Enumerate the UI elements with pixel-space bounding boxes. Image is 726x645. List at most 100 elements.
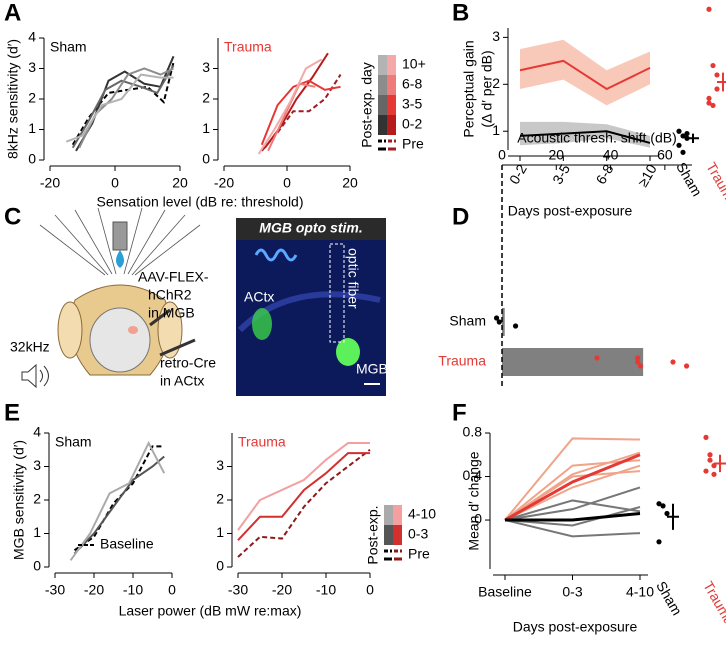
data-point bbox=[676, 128, 682, 134]
x-tick-label: 0-3 bbox=[562, 584, 582, 600]
y-tick-label: 2 bbox=[202, 90, 210, 106]
cre-label: in ACtx bbox=[160, 373, 204, 389]
data-point bbox=[635, 355, 641, 361]
data-point bbox=[707, 457, 713, 463]
actx-fluorescence bbox=[252, 308, 272, 340]
series-line bbox=[71, 64, 175, 149]
legend-swatch bbox=[387, 95, 396, 115]
legend-swatch bbox=[387, 55, 396, 75]
legend-swatch bbox=[393, 505, 402, 525]
legend-label: 0-3 bbox=[408, 526, 428, 542]
series-line bbox=[504, 499, 641, 522]
panel-label: F bbox=[452, 399, 467, 426]
series-line bbox=[237, 452, 370, 541]
brain bbox=[89, 307, 151, 373]
fiber-label: optic fiber bbox=[345, 248, 361, 309]
mean-error bbox=[714, 454, 726, 473]
y-axis-label: Perceptual gain bbox=[461, 40, 477, 137]
legend-swatch bbox=[378, 95, 387, 115]
cre-label: retro-Cre bbox=[160, 355, 216, 371]
light-wave bbox=[254, 248, 298, 262]
y-tick-label: 2 bbox=[33, 491, 41, 507]
y-tick-label: 3 bbox=[33, 457, 41, 473]
series-line bbox=[237, 448, 371, 558]
image-title: MGB opto stim. bbox=[259, 220, 362, 236]
data-point bbox=[703, 468, 709, 474]
y-tick-label: 0 bbox=[474, 511, 482, 527]
data-point bbox=[637, 363, 644, 369]
panel-label: A bbox=[4, 0, 21, 26]
legend-label: 4-10 bbox=[408, 506, 436, 522]
group-label: Sham bbox=[653, 578, 685, 618]
series-line bbox=[519, 59, 651, 91]
legend-label: 10+ bbox=[402, 56, 426, 72]
data-point bbox=[714, 72, 720, 78]
x-axis-label: Sensation level (dB re: threshold) bbox=[97, 194, 304, 210]
error-band bbox=[520, 39, 650, 106]
y-tick-label: 4 bbox=[33, 424, 41, 440]
panel-label: E bbox=[4, 399, 20, 426]
data-point bbox=[635, 359, 641, 365]
x-tick-label: 0 bbox=[111, 175, 119, 191]
y-tick-label: 3 bbox=[492, 28, 500, 44]
y-tick-label: 0 bbox=[202, 151, 210, 167]
series-line bbox=[504, 459, 641, 521]
image-header bbox=[236, 218, 386, 240]
legend-swatch bbox=[384, 505, 393, 525]
x-tick-label: 20 bbox=[172, 175, 188, 191]
x-tick-label: 40 bbox=[603, 147, 619, 163]
data-point bbox=[660, 503, 666, 509]
y-tick-label: 3 bbox=[202, 59, 210, 75]
bar bbox=[502, 308, 505, 336]
legend-label: Pre bbox=[408, 546, 430, 562]
x-tick-label: 4-10 bbox=[626, 584, 654, 600]
ear bbox=[57, 301, 83, 359]
series-line bbox=[504, 437, 641, 521]
data-point bbox=[706, 100, 712, 106]
series-line bbox=[519, 130, 651, 144]
legend-swatch bbox=[384, 525, 393, 545]
x-tick-label: -30 bbox=[45, 582, 65, 598]
x-tick-label: -20 bbox=[84, 582, 104, 598]
category-label: Trauma bbox=[438, 353, 486, 369]
data-point bbox=[493, 315, 500, 321]
fiber-outline bbox=[329, 243, 345, 343]
y-tick-label: 0.4 bbox=[463, 467, 483, 483]
region-label: MGB bbox=[356, 361, 388, 377]
series-line bbox=[505, 512, 641, 522]
virus-label: hChR2 bbox=[148, 287, 192, 303]
y-axis-label: Mean d′ change bbox=[466, 451, 482, 550]
chart-title: Trauma bbox=[238, 434, 286, 450]
data-point bbox=[496, 319, 502, 325]
series-line bbox=[65, 73, 174, 143]
y-axis-label: MGB sensitivity (d′) bbox=[11, 440, 27, 560]
optic-probe bbox=[112, 221, 128, 251]
virus-label: in MGB bbox=[148, 305, 195, 321]
x-tick-label: 20 bbox=[548, 147, 564, 163]
mean-error bbox=[687, 133, 699, 143]
y-tick-label: 2 bbox=[216, 491, 224, 507]
x-tick-label: 20 bbox=[342, 175, 358, 191]
bar bbox=[502, 348, 644, 376]
sound-label: 32kHz bbox=[10, 339, 50, 355]
mouse-illustration: AAV-FLEX- hChR2 in MGB 32kHz retro-Cre i… bbox=[10, 207, 216, 389]
y-tick-label: 4 bbox=[28, 29, 36, 45]
y-tick-label: 0 bbox=[216, 558, 224, 574]
x-tick-label: Baseline bbox=[478, 584, 532, 600]
virus-label: AAV-FLEX- bbox=[138, 269, 209, 285]
data-point bbox=[670, 359, 676, 365]
series-line bbox=[78, 67, 174, 149]
region-label: ACtx bbox=[244, 289, 274, 305]
x-axis-label: Laser power (dB mW re:max) bbox=[119, 603, 302, 619]
y-tick-label: 0.8 bbox=[463, 424, 483, 440]
panel-label: D bbox=[452, 203, 469, 230]
legend-title: Post-exp. day bbox=[359, 62, 375, 148]
legend-label: 0-2 bbox=[402, 116, 422, 132]
mgb-fluorescence bbox=[336, 338, 360, 366]
speaker-icon bbox=[21, 363, 37, 389]
series-line bbox=[75, 55, 175, 152]
data-point bbox=[710, 102, 716, 109]
x-axis-label: Days post-exposure bbox=[513, 619, 638, 635]
syringe bbox=[149, 308, 171, 327]
